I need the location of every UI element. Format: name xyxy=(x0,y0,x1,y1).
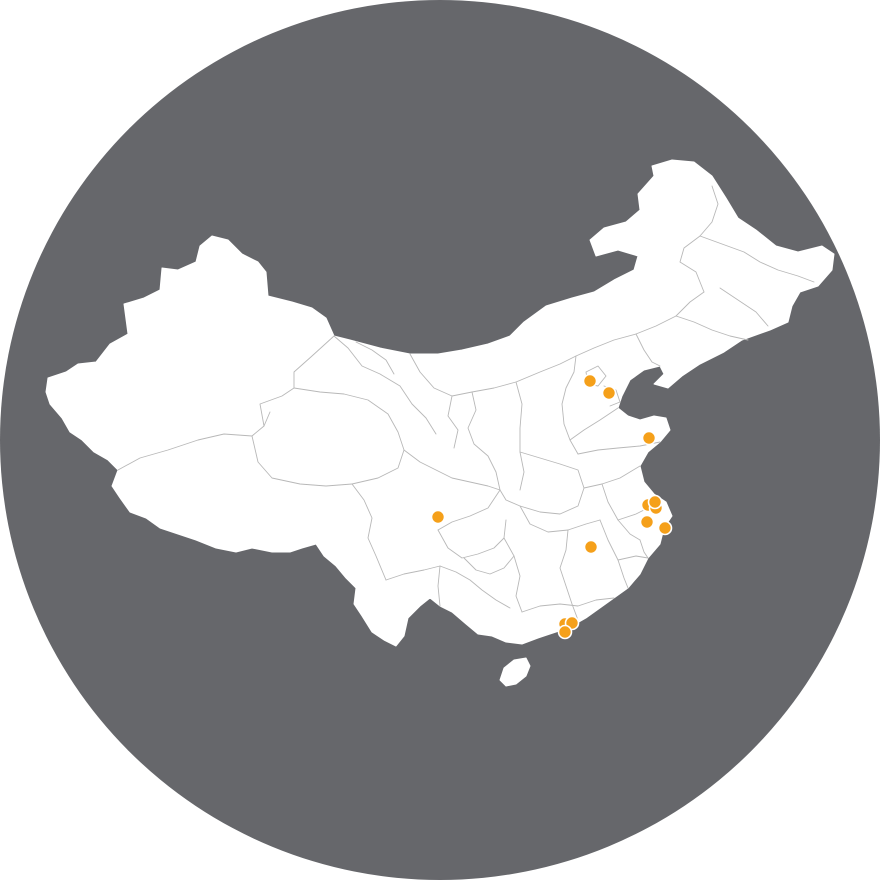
city-markers xyxy=(430,373,673,640)
tianjin-marker[interactable] xyxy=(601,385,617,401)
shenzhen-marker[interactable] xyxy=(557,624,573,640)
hainan-island xyxy=(499,657,531,687)
beijing-marker[interactable] xyxy=(582,373,598,389)
province-borders xyxy=(117,185,815,621)
chengdu-marker[interactable] xyxy=(430,509,446,525)
shanghai-marker[interactable] xyxy=(647,494,663,510)
hangzhou-marker[interactable] xyxy=(639,514,655,530)
ningbo-marker[interactable] xyxy=(657,520,673,536)
changsha-marker[interactable] xyxy=(583,539,599,555)
china-mainland xyxy=(45,159,835,647)
qingdao-marker[interactable] xyxy=(641,430,657,446)
